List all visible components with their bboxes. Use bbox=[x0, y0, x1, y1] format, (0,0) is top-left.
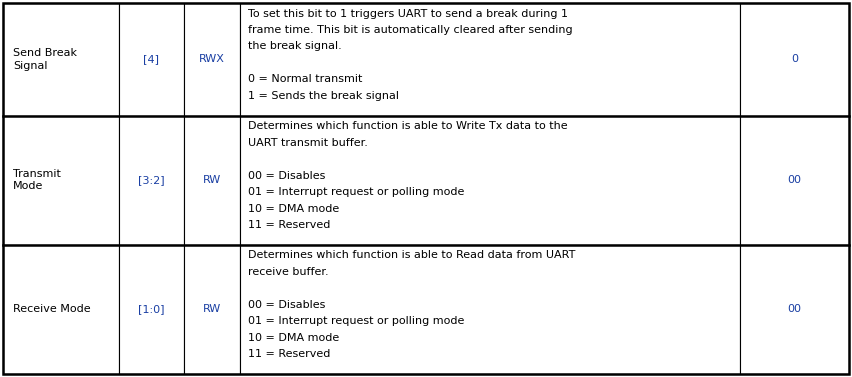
Text: 1 = Sends the break signal: 1 = Sends the break signal bbox=[248, 91, 399, 101]
Text: 00: 00 bbox=[787, 304, 802, 314]
Text: Send Break
Signal: Send Break Signal bbox=[13, 48, 77, 70]
Bar bbox=[119, 116, 184, 245]
Bar bbox=[3, 3, 119, 116]
Text: 00 = Disables: 00 = Disables bbox=[248, 171, 325, 181]
Bar bbox=[119, 3, 184, 116]
Text: 0: 0 bbox=[791, 54, 798, 64]
Text: receive buffer.: receive buffer. bbox=[248, 267, 329, 277]
Text: Receive Mode: Receive Mode bbox=[13, 304, 90, 314]
Text: To set this bit to 1 triggers UART to send a break during 1: To set this bit to 1 triggers UART to se… bbox=[248, 9, 568, 18]
Bar bbox=[240, 245, 740, 374]
Bar bbox=[740, 3, 849, 116]
Text: 00: 00 bbox=[787, 175, 802, 185]
Bar bbox=[184, 116, 240, 245]
Bar bbox=[740, 116, 849, 245]
Text: the break signal.: the break signal. bbox=[248, 41, 342, 52]
Text: RW: RW bbox=[203, 175, 221, 185]
Text: 01 = Interrupt request or polling mode: 01 = Interrupt request or polling mode bbox=[248, 316, 464, 326]
Bar bbox=[119, 245, 184, 374]
Bar bbox=[3, 245, 119, 374]
Text: Transmit
Mode: Transmit Mode bbox=[13, 169, 60, 192]
Text: UART transmit buffer.: UART transmit buffer. bbox=[248, 138, 368, 148]
Text: [4]: [4] bbox=[143, 54, 159, 64]
Text: RW: RW bbox=[203, 304, 221, 314]
Text: 01 = Interrupt request or polling mode: 01 = Interrupt request or polling mode bbox=[248, 187, 464, 197]
Bar bbox=[740, 245, 849, 374]
Text: 00 = Disables: 00 = Disables bbox=[248, 300, 325, 310]
Bar bbox=[184, 245, 240, 374]
Bar bbox=[240, 116, 740, 245]
Text: 10 = DMA mode: 10 = DMA mode bbox=[248, 333, 339, 343]
Bar bbox=[240, 3, 740, 116]
Text: Determines which function is able to Write Tx data to the: Determines which function is able to Wri… bbox=[248, 121, 567, 131]
Bar bbox=[3, 116, 119, 245]
Text: Determines which function is able to Read data from UART: Determines which function is able to Rea… bbox=[248, 250, 575, 261]
Text: 11 = Reserved: 11 = Reserved bbox=[248, 349, 331, 359]
Text: RWX: RWX bbox=[199, 54, 225, 64]
Text: [1:0]: [1:0] bbox=[138, 304, 164, 314]
Text: 10 = DMA mode: 10 = DMA mode bbox=[248, 204, 339, 214]
Bar bbox=[184, 3, 240, 116]
Text: [3:2]: [3:2] bbox=[138, 175, 164, 185]
Text: frame time. This bit is automatically cleared after sending: frame time. This bit is automatically cl… bbox=[248, 25, 573, 35]
Text: 11 = Reserved: 11 = Reserved bbox=[248, 220, 331, 230]
Text: 0 = Normal transmit: 0 = Normal transmit bbox=[248, 74, 362, 84]
